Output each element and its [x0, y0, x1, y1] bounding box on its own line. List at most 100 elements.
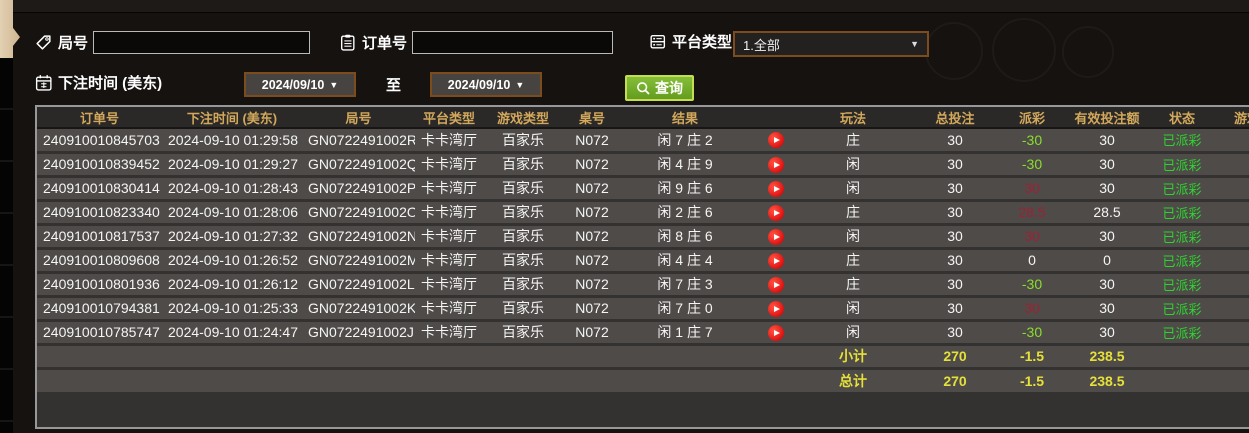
- cell-bet-time: 2024-09-10 01:26:52: [162, 248, 302, 274]
- cell-game-no: GN0722491002K: [302, 296, 415, 322]
- play-icon[interactable]: [768, 132, 784, 149]
- cell-order-no: 240910010794381: [37, 296, 162, 322]
- cell-game-type: 百家乐: [483, 176, 563, 202]
- bet-records-table: 订单号 下注时间 (美东) 局号 平台类型 游戏类型 桌号 结果 玩法 总投注 …: [35, 105, 1249, 429]
- cell-order-no: 240910010839452: [37, 152, 162, 178]
- play-icon[interactable]: [768, 156, 784, 173]
- cell-total-bet: 30: [903, 128, 1007, 154]
- play-icon[interactable]: [768, 252, 784, 269]
- date-from-value: 2024/09/10: [261, 77, 325, 92]
- cell-game-no: GN0722491002O: [302, 200, 415, 226]
- platform-select-value: 1.全部: [743, 37, 780, 53]
- order-no-input[interactable]: [412, 31, 614, 54]
- header-table-no: 桌号: [563, 107, 621, 129]
- chevron-down-icon: ▼: [515, 79, 525, 90]
- cell-platform: 卡卡湾厅: [415, 152, 483, 178]
- grand-total-payout: -1.5: [1007, 368, 1057, 392]
- game-no-input[interactable]: [93, 31, 311, 54]
- cell-status: 已派彩: [1157, 224, 1207, 250]
- cell-valid-bet: 30: [1057, 152, 1157, 178]
- cell-game-clipped: [1207, 296, 1249, 322]
- top-bar: [0, 0, 1249, 13]
- cell-game-clipped: [1207, 272, 1249, 298]
- cell-order-no: 240910010801936: [37, 272, 162, 298]
- cell-platform: 卡卡湾厅: [415, 200, 483, 226]
- table-header-row: 订单号 下注时间 (美东) 局号 平台类型 游戏类型 桌号 结果 玩法 总投注 …: [37, 107, 1249, 129]
- cell-valid-bet: 30: [1057, 296, 1157, 322]
- subtotal-payout: -1.5: [1007, 344, 1057, 370]
- play-icon[interactable]: [768, 300, 784, 317]
- cell-game-type: 百家乐: [483, 248, 563, 274]
- cell-status: 已派彩: [1157, 272, 1207, 298]
- query-button-label: 查询: [655, 80, 683, 96]
- header-payout: 派彩: [1007, 107, 1057, 129]
- query-button[interactable]: 查询: [625, 75, 694, 101]
- cell-game-clipped: [1207, 248, 1249, 274]
- cell-valid-bet: 30: [1057, 224, 1157, 250]
- order-no-filter: 订单号: [338, 31, 614, 54]
- calendar-icon: [34, 73, 53, 92]
- table-row: 240910010845703 2024-09-10 01:29:58 GN07…: [37, 128, 1249, 154]
- cell-payout: -30: [1007, 152, 1057, 178]
- cell-payout: 30: [1007, 224, 1057, 250]
- play-icon[interactable]: [768, 276, 784, 293]
- cell-result: 闲 7 庄 0: [621, 296, 749, 322]
- grand-total-label: 总计: [803, 368, 903, 392]
- grand-total-row: 总计 270 -1.5 238.5: [37, 368, 1249, 392]
- cell-bet-option: 庄: [803, 248, 903, 274]
- date-from-select[interactable]: 2024/09/10 ▼: [244, 72, 356, 97]
- table-row: 240910010809608 2024-09-10 01:26:52 GN07…: [37, 248, 1249, 274]
- cell-bet-time: 2024-09-10 01:25:33: [162, 296, 302, 322]
- date-to-select[interactable]: 2024/09/10 ▼: [430, 72, 542, 97]
- cell-video: [749, 320, 803, 346]
- cell-valid-bet: 30: [1057, 272, 1157, 298]
- platform-label: 平台类型: [672, 34, 733, 51]
- play-icon[interactable]: [768, 204, 784, 221]
- game-no-filter: 局号: [34, 31, 311, 54]
- game-no-label: 局号: [58, 35, 89, 52]
- cell-valid-bet: 30: [1057, 128, 1157, 154]
- cell-table-no: N072: [563, 128, 621, 154]
- play-icon[interactable]: [768, 228, 784, 245]
- cell-platform: 卡卡湾厅: [415, 296, 483, 322]
- cell-result: 闲 4 庄 4: [621, 248, 749, 274]
- cell-status: 已派彩: [1157, 200, 1207, 226]
- cell-order-no: 240910010785747: [37, 320, 162, 346]
- cell-result: 闲 2 庄 6: [621, 200, 749, 226]
- cell-game-type: 百家乐: [483, 272, 563, 298]
- cell-game-no: GN0722491002P: [302, 176, 415, 202]
- cell-game-type: 百家乐: [483, 152, 563, 178]
- cell-total-bet: 30: [903, 272, 1007, 298]
- table-row: 240910010817537 2024-09-10 01:27:32 GN07…: [37, 224, 1249, 250]
- cell-payout: 0: [1007, 248, 1057, 274]
- cell-order-no: 240910010817537: [37, 224, 162, 250]
- chevron-down-icon: ▼: [910, 39, 919, 49]
- header-status: 状态: [1157, 107, 1207, 129]
- bet-time-filter: 下注时间 (美东): [34, 72, 162, 93]
- order-no-label: 订单号: [362, 35, 408, 52]
- platform-select[interactable]: 1.全部 ▼: [733, 31, 929, 57]
- cell-bet-time: 2024-09-10 01:28:43: [162, 176, 302, 202]
- cell-game-no: GN0722491002M: [302, 248, 415, 274]
- subtotal-total-bet: 270: [903, 344, 1007, 370]
- cell-status: 已派彩: [1157, 248, 1207, 274]
- cell-game-type: 百家乐: [483, 296, 563, 322]
- search-icon: [636, 81, 651, 96]
- cell-bet-option: 闲: [803, 296, 903, 322]
- header-platform: 平台类型: [415, 107, 483, 129]
- cell-total-bet: 30: [903, 296, 1007, 322]
- header-total-bet: 总投注: [903, 107, 1007, 129]
- cell-video: [749, 200, 803, 226]
- cell-bet-time: 2024-09-10 01:28:06: [162, 200, 302, 226]
- play-icon[interactable]: [768, 324, 784, 341]
- cell-status: 已派彩: [1157, 176, 1207, 202]
- cell-platform: 卡卡湾厅: [415, 128, 483, 154]
- play-icon[interactable]: [768, 180, 784, 197]
- cell-platform: 卡卡湾厅: [415, 176, 483, 202]
- cell-video: [749, 176, 803, 202]
- cell-game-type: 百家乐: [483, 128, 563, 154]
- cell-game-no: GN0722491002R: [302, 128, 415, 154]
- header-game-no: 局号: [302, 107, 415, 129]
- platform-filter: 平台类型: [648, 31, 732, 52]
- cell-total-bet: 30: [903, 248, 1007, 274]
